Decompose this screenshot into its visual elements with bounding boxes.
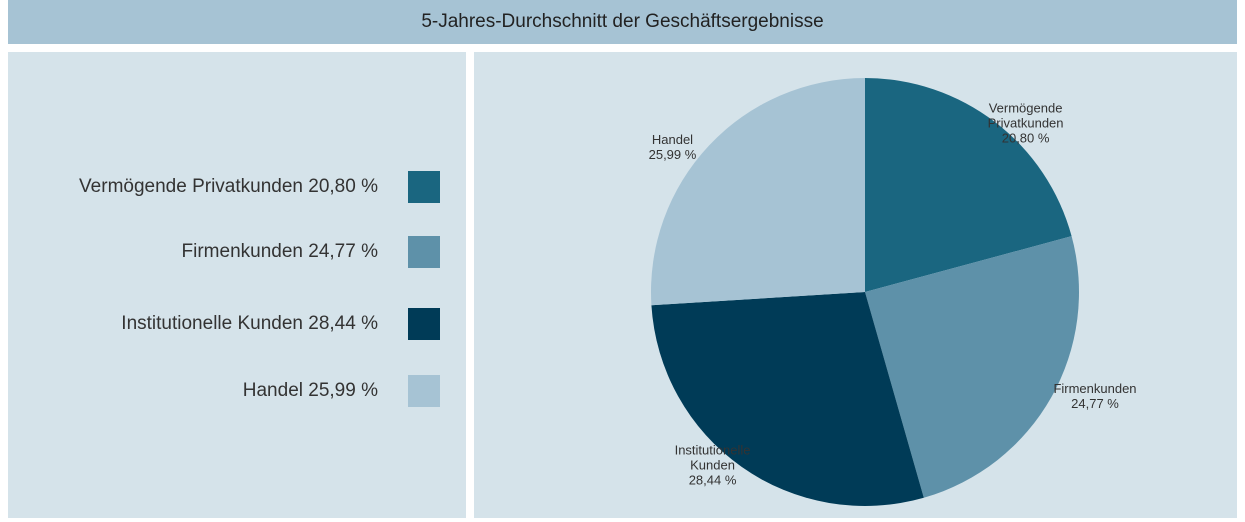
pie-slice (651, 292, 924, 506)
slice-value: 20,80 % (1001, 130, 1050, 146)
slice-value: 28,44 % (688, 472, 737, 488)
legend-swatch (408, 308, 440, 340)
legend-panel (8, 52, 466, 518)
slice-value: 25,99 % (648, 146, 697, 162)
legend-value: 24,77 % (308, 241, 378, 262)
legend-category: Vermögende Privatkunden (79, 176, 303, 197)
legend-item: Firmenkunden 24,77 % (8, 236, 440, 268)
legend-swatch (408, 236, 440, 268)
slice-category: Firmenkunden (1053, 381, 1137, 397)
pie-slice (865, 78, 1072, 292)
legend-value: 25,99 % (308, 380, 378, 401)
legend-category: Handel (242, 380, 303, 401)
legend-swatch (408, 171, 440, 203)
legend-category: Firmenkunden (181, 241, 303, 262)
pie-slice (865, 236, 1079, 498)
legend-category: Institutionelle Kunden (121, 313, 303, 334)
slice-label: Vermögende Privatkunden 20,80 % (976, 101, 1076, 146)
pie-slice (651, 78, 865, 306)
slice-label: Institutionelle Kunden 28,44 % (663, 443, 763, 488)
legend-text: Firmenkunden 24,77 % (182, 236, 378, 268)
slice-category: Institutionelle Kunden (674, 442, 751, 473)
legend-text: Institutionelle Kunden 28,44 % (121, 308, 378, 340)
legend-swatch (408, 375, 440, 407)
chart-title: 5-Jahres-Durchschnitt der Geschäftsergeb… (8, 0, 1237, 44)
slice-label: Firmenkunden 24,77 % (1045, 381, 1145, 411)
legend-value: 28,44 % (308, 313, 378, 334)
legend-item: Handel 25,99 % (8, 375, 440, 407)
legend-item: Vermögende Privatkunden 20,80 % (8, 171, 440, 203)
legend-value: 20,80 % (308, 176, 378, 197)
legend-text: Vermögende Privatkunden 20,80 % (79, 171, 378, 203)
slice-category: Vermögende Privatkunden (987, 100, 1064, 131)
slice-category: Handel (651, 131, 694, 147)
legend-text: Handel 25,99 % (243, 375, 378, 407)
slice-label: Handel 25,99 % (622, 132, 722, 162)
slice-value: 24,77 % (1071, 396, 1119, 412)
legend-item: Institutionelle Kunden 28,44 % (8, 308, 440, 340)
